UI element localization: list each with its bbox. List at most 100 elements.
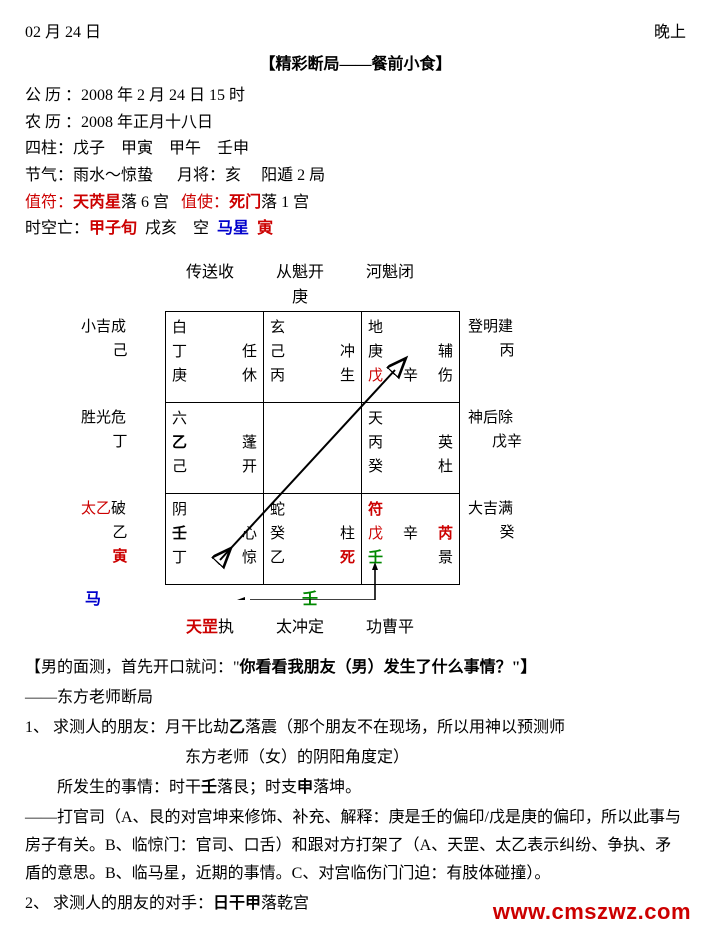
sizhu-line: 四柱：戊子 甲寅 甲午 壬申 <box>25 136 686 162</box>
gongli-line: 公 历 ：2008 年 2 月 24 日 15 时 <box>25 83 686 109</box>
tr-r3a: 戊 <box>368 364 383 388</box>
side-l-t1: 小吉成 <box>81 315 159 339</box>
mr-r2b: 英 <box>438 431 453 455</box>
zhishi-label: 值使： <box>181 194 229 211</box>
l3c: 落震（那个朋友不在现场，所以用神以预测师 <box>245 719 565 736</box>
zhifu-label: 值符： <box>25 194 73 211</box>
top-label-2: 从魁开 <box>255 260 345 286</box>
maxing-label: 马星 <box>217 220 249 237</box>
jieqi-value: 雨水～惊蛰 <box>73 167 153 184</box>
br-r3a: 壬 <box>368 546 383 570</box>
mr-r3a: 癸 <box>368 455 383 479</box>
watermark: www.cmszwz.com <box>493 894 691 929</box>
ml-r3a: 己 <box>172 455 187 479</box>
line2: ——东方老师断局 <box>25 684 686 712</box>
side-left-mid: 胜光危 丁 <box>75 402 166 493</box>
cell-ml: 六 乙蓬 己开 <box>166 402 264 493</box>
cell-mr: 天 丙英 癸杜 <box>362 402 460 493</box>
q-bold1: 你看看 <box>240 659 288 676</box>
side-right-bot: 大吉满 癸 <box>460 493 553 584</box>
l5b: 壬 <box>201 779 217 796</box>
page-title: 【精彩断局——餐前小食】 <box>25 52 686 78</box>
line6: ——打官司（A、艮的对宫坤来修饰、补充、解释：庚是壬的偏印/戊是庚的偏印，所以此… <box>25 804 686 888</box>
bm-r3b: 死 <box>340 546 355 570</box>
shikong-value: 甲子旬 <box>89 220 137 237</box>
jieqi-line: 节气：雨水～惊蛰 月将：亥 阳遁 2 局 <box>25 163 686 189</box>
side-l-m1: 胜光危 <box>81 406 159 430</box>
qimen-chart: 传送收 从魁开 河魁闭 庚 小吉成 己 白 丁任 庚休 <box>75 260 575 640</box>
side-r-b1: 大吉满 <box>468 497 546 521</box>
br-r2c: 芮 <box>438 522 453 546</box>
chart-grid: 小吉成 己 白 丁任 庚休 玄 己冲 丙生 地 庚辅 戊辛伤 登明建 丙 <box>75 311 552 585</box>
gongli-value: 2008 年 2 月 24 日 15 时 <box>81 87 245 104</box>
top-labels-row: 传送收 从魁开 河魁闭 <box>75 260 575 286</box>
side-r-m2: 戊辛 <box>468 430 546 454</box>
tm-r2a: 己 <box>270 340 285 364</box>
date-right: 晚上 <box>654 20 686 46</box>
tl-r2a: 丁 <box>172 340 187 364</box>
nongli-value: 2008 年正月十八日 <box>81 114 213 131</box>
l7a: 2、 求测人的朋友的对手： <box>25 895 213 912</box>
cell-br: 符 戊辛芮 壬景 <box>362 493 460 584</box>
below-2c: 功曹平 <box>345 615 435 641</box>
tl-r3b: 休 <box>242 364 257 388</box>
tm-r3a: 丙 <box>270 364 285 388</box>
side-l-b3: 寅 <box>81 545 159 569</box>
br-r1a: 符 <box>368 498 383 522</box>
ml-r1a: 六 <box>172 407 187 431</box>
analysis-text: 【男的面测，首先开口就问："你看看我朋友（男）发生了什么事情？"】 ——东方老师… <box>25 654 686 918</box>
below-row-1: 马 壬 <box>75 587 575 613</box>
line3: 1、 求测人的朋友：月干比劫乙落震（那个朋友不在现场，所以用神以预测师 <box>25 714 686 742</box>
top-sub-row: 庚 <box>75 285 575 311</box>
sizhu-label: 四柱： <box>25 140 73 157</box>
side-l-b1: 太乙 <box>81 501 111 517</box>
side-l-t2: 己 <box>81 339 159 363</box>
mr-r3b: 杜 <box>438 455 453 479</box>
below-ma: 马 <box>85 591 101 608</box>
nongli-line: 农 历 ：2008 年正月十八日 <box>25 110 686 136</box>
tr-r2a: 庚 <box>368 340 383 364</box>
nongli-label: 农 历 ： <box>25 114 81 131</box>
ml-r2a: 乙 <box>172 431 187 455</box>
tm-r2b: 冲 <box>340 340 355 364</box>
below-2b: 太冲定 <box>255 615 345 641</box>
br-r3b: 景 <box>438 546 453 570</box>
below-2a: 天罡 <box>186 619 218 636</box>
l7b: 日干甲 <box>213 895 261 912</box>
zhishi-pos: 落 1 宫 <box>261 194 309 211</box>
tr-r1a: 地 <box>368 316 383 340</box>
question-line: 【男的面测，首先开口就问："你看看我朋友（男）发生了什么事情？"】 <box>25 654 686 682</box>
top-sub: 庚 <box>255 285 345 311</box>
bl-r3a: 丁 <box>172 546 187 570</box>
side-r-b2: 癸 <box>468 521 546 545</box>
bl-r2b: 心 <box>242 522 257 546</box>
below-ren: 壬 <box>302 591 318 608</box>
bm-r3a: 乙 <box>270 546 285 570</box>
yangdun-label: 阳遁 2 局 <box>261 167 325 184</box>
side-right-mid: 神后除 戊辛 <box>460 402 553 493</box>
ml-r2b: 蓬 <box>242 431 257 455</box>
below-2a2: 执 <box>218 619 234 636</box>
shikong-rest: 戌亥 空 <box>145 220 209 237</box>
bl-r1a: 阴 <box>172 498 187 522</box>
q-bold2: 我朋友 <box>288 659 336 676</box>
zhishi-value: 死门 <box>229 194 261 211</box>
cell-bl: 阴 壬心 丁惊 <box>166 493 264 584</box>
side-left-top: 小吉成 己 <box>75 311 166 402</box>
q-suffix: （男）发生了什么事情？"】 <box>336 659 537 676</box>
br-r2a: 戊 <box>368 522 383 546</box>
tr-r2b: 辅 <box>438 340 453 364</box>
tr-r3c: 伤 <box>438 364 453 388</box>
line5: 所发生的事情：时干壬落艮；时支申落坤。 <box>25 774 686 802</box>
bm-r1a: 蛇 <box>270 498 285 522</box>
q-prefix: 【男的面测，首先开口就问：" <box>25 659 240 676</box>
l3a: 1、 求测人的朋友：月干比劫 <box>25 719 229 736</box>
bm-r2b: 柱 <box>340 522 355 546</box>
side-l-b2: 乙 <box>81 521 159 545</box>
top-label-3: 河魁闭 <box>345 260 435 286</box>
cell-tm: 玄 己冲 丙生 <box>264 311 362 402</box>
l7c: 落乾宫 <box>261 895 309 912</box>
cell-tl: 白 丁任 庚休 <box>166 311 264 402</box>
yuejiang-label: 月将： <box>177 167 225 184</box>
tl-r3a: 庚 <box>172 364 187 388</box>
